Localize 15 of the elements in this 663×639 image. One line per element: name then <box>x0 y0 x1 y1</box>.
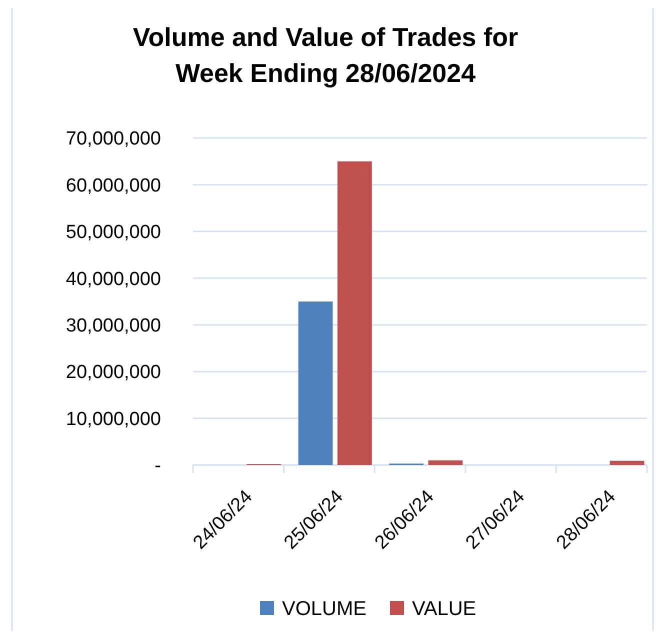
y-tick-label: - <box>154 456 161 477</box>
legend-label: VOLUME <box>282 598 366 620</box>
bar <box>337 161 372 465</box>
bar <box>298 302 333 465</box>
legend-label: VALUE <box>412 598 476 620</box>
chart-title: Volume and Value of Trades for Week Ending 28/06/2024 <box>132 22 518 88</box>
y-tick-label: 60,000,000 <box>66 175 161 196</box>
bar <box>610 460 644 465</box>
bar <box>428 460 463 465</box>
y-tick-label: 20,000,000 <box>66 362 161 384</box>
y-tick-label: 40,000,000 <box>66 268 161 290</box>
y-tick-label: 10,000,000 <box>66 408 161 430</box>
y-tick-label: 50,000,000 <box>66 222 161 244</box>
y-tick-label: 30,000,000 <box>66 316 161 337</box>
y-tick-label: 70,000,000 <box>66 128 161 150</box>
